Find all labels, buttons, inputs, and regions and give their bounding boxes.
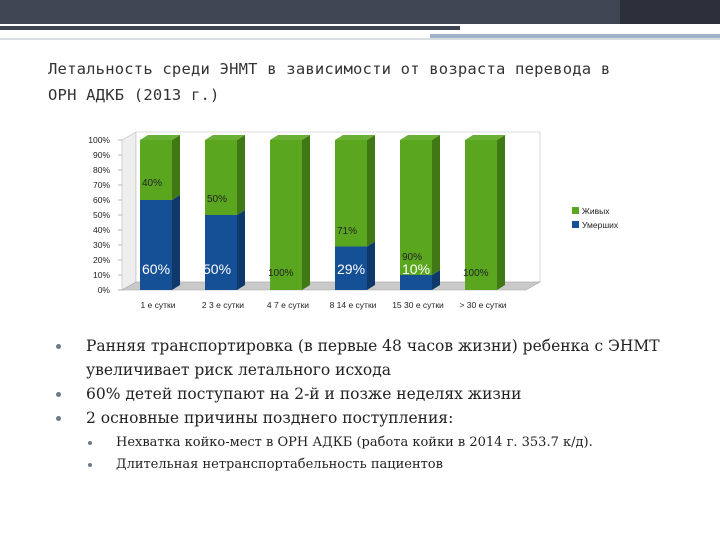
x-tick-label: 2 3 е сутки <box>202 300 244 310</box>
data-label-alive: 100% <box>268 268 294 279</box>
bar-top <box>205 135 245 140</box>
decor-stripe <box>0 26 460 30</box>
bar-top <box>400 135 440 140</box>
bar-dead <box>205 215 237 290</box>
stacked-bar-chart: 0% 10% 20% 30% 40% 50% 60% 70% 80% 90% 100% 1 е сут… <box>88 131 619 310</box>
bullet-item: 60% детей поступают на 2-й и позже недел… <box>52 382 692 406</box>
bar-alive-side <box>497 135 505 290</box>
bullet-item: Ранняя транспортировка (в первые 48 часо… <box>52 334 692 382</box>
slide-title-line: Летальность среди ЭНМТ в зависимости от … <box>48 60 611 78</box>
y-tick-label: 20% <box>93 255 110 265</box>
data-label-alive: 71% <box>337 226 357 237</box>
y-tick-label: 100% <box>88 135 110 145</box>
data-label-dead: 60% <box>142 261 170 277</box>
x-tick-label: 1 е сутки <box>140 300 175 310</box>
bar-top <box>270 135 310 140</box>
bar-dead-side <box>237 210 245 290</box>
bar-alive-side <box>237 135 245 215</box>
x-tick-label: > 30 е сутки <box>459 300 506 310</box>
bar-dead-side <box>172 195 180 290</box>
bar-alive-side <box>432 135 440 275</box>
decor-stripe <box>0 38 720 40</box>
x-tick-label: 4 7 е сутки <box>267 300 309 310</box>
bar-top <box>140 135 180 140</box>
sub-bullet-item: Длительная нетранспортабельность пациент… <box>86 454 692 476</box>
bar-alive <box>205 140 237 215</box>
y-tick-label: 70% <box>93 180 110 190</box>
data-label-alive: 90% <box>402 252 422 263</box>
y-tick-label: 90% <box>93 150 110 160</box>
data-label-dead: 10% <box>402 261 430 277</box>
legend-swatch-dead <box>572 221 579 228</box>
bullet-text: 2 основные причины позднего поступления: <box>86 409 454 427</box>
bar-alive-side <box>172 135 180 200</box>
sub-bullet-list: Нехватка койко-мест в ОРН АДКБ (работа к… <box>86 432 692 476</box>
y-tick-label: 60% <box>93 195 110 205</box>
bar-dead <box>140 200 172 290</box>
y-tick-label: 80% <box>93 165 110 175</box>
slide-title: Летальность среди ЭНМТ в зависимости от … <box>48 56 688 108</box>
bar-dead <box>335 246 367 290</box>
x-tick-label: 15 30 е сутки <box>392 300 444 310</box>
bar-dead-side <box>367 241 375 290</box>
legend-label-dead: Умерших <box>582 220 619 230</box>
bar-alive <box>335 140 367 247</box>
bar-alive <box>270 140 302 290</box>
y-tick-label: 30% <box>93 240 110 250</box>
bullet-item: 2 основные причины позднего поступления:… <box>52 406 692 476</box>
data-label-alive: 40% <box>142 178 162 189</box>
bar-dead <box>400 275 432 290</box>
bar-top <box>335 135 375 140</box>
data-label-dead: 29% <box>337 261 365 277</box>
bar-alive <box>465 140 497 290</box>
y-tick-label: 50% <box>93 210 110 220</box>
x-tick-label: 8 14 е сутки <box>330 300 377 310</box>
y-tick-label: 10% <box>93 270 110 280</box>
data-label-alive: 100% <box>463 268 489 279</box>
data-label-alive: 50% <box>207 194 227 205</box>
slide-title-line: ОРН АДКБ (2013 г.) <box>48 86 220 104</box>
bullet-list: Ранняя транспортировка (в первые 48 часо… <box>52 334 692 476</box>
bar-alive-side <box>367 135 375 247</box>
top-bar-accent <box>620 0 720 24</box>
bar-alive <box>400 140 432 275</box>
legend-label-alive: Живых <box>582 206 610 216</box>
bar-top <box>465 135 505 140</box>
bar-dead-side <box>432 270 440 290</box>
decor-stripe <box>430 34 720 38</box>
bar-alive <box>140 140 172 200</box>
legend-swatch-alive <box>572 207 579 214</box>
data-label-dead: 50% <box>203 261 231 277</box>
chart-side-wall <box>121 131 137 291</box>
top-bar <box>0 0 720 24</box>
bar-alive-side <box>302 135 310 290</box>
sub-bullet-item: Нехватка койко-мест в ОРН АДКБ (работа к… <box>86 432 692 454</box>
y-tick-label: 0% <box>98 285 111 295</box>
y-tick-label: 40% <box>93 225 110 235</box>
